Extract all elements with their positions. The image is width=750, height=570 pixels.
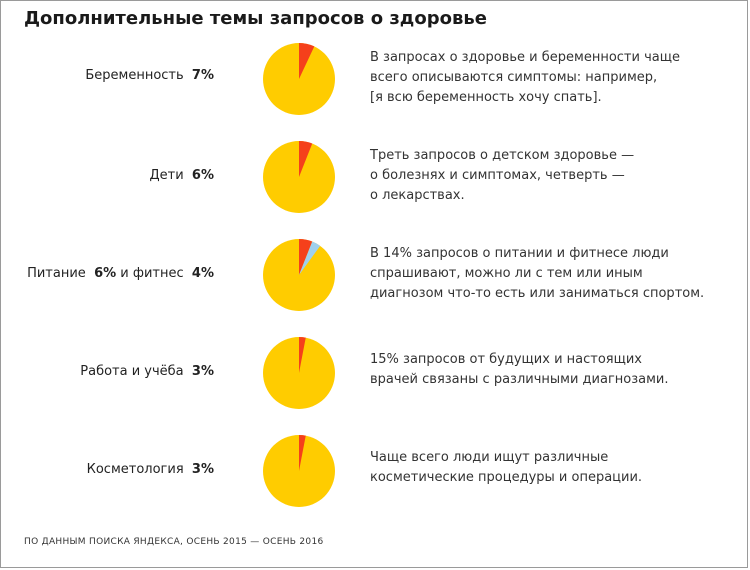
row-children: Дети 6% Треть запросов о детском здоровь… <box>0 130 748 222</box>
topic-name: Косметология <box>86 462 184 477</box>
topic-percent: 6% <box>191 168 214 183</box>
chart-title: Дополнительные темы запросов о здоровье <box>24 8 487 29</box>
description-line: 15% запросов от будущих и настоящих <box>370 352 643 367</box>
description-children: Треть запросов о детском здоровье — о бо… <box>370 146 730 206</box>
description-line: всего описываются симптомы: например, <box>370 70 658 85</box>
topic-percent: 3% <box>191 462 214 477</box>
topic-name-secondary: и фитнес <box>120 266 184 281</box>
row-work-study: Работа и учёба 3% 15% запросов от будущи… <box>0 326 748 418</box>
topic-name: Работа и учёба <box>80 364 184 379</box>
description-line: спрашивают, можно ли с тем или иным <box>370 266 643 281</box>
pie-slice-primary <box>299 337 306 373</box>
row-pregnancy: Беременность 7% В запросах о здоровье и … <box>0 32 748 124</box>
description-line: о лекарствах. <box>370 188 465 203</box>
row-cosmetology: Косметология 3% Чаще всего люди ищут раз… <box>0 424 748 516</box>
row-label: Питание 6% и фитнес 4% <box>4 266 214 281</box>
description-line: врачей связаны с различными диагнозами. <box>370 372 669 387</box>
row-label: Дети 6% <box>4 168 214 183</box>
pie-work-study <box>263 337 335 409</box>
description-line: В 14% запросов о питании и фитнесе люди <box>370 246 669 261</box>
pie-children <box>263 141 335 213</box>
description-line: Треть запросов о детском здоровье — <box>370 148 635 163</box>
pie-slice-secondary <box>299 241 321 275</box>
topic-name: Питание <box>27 266 86 281</box>
description-line: косметические процедуры и операции. <box>370 470 643 485</box>
description-line: [я всю беременность хочу спать]. <box>370 90 602 105</box>
pie-slice-primary <box>299 43 315 79</box>
topic-percent: 6% <box>94 266 117 281</box>
pie-slice-primary <box>299 141 313 177</box>
topic-percent-secondary: 4% <box>191 266 214 281</box>
description-pregnancy: В запросах о здоровье и беременности чащ… <box>370 48 730 108</box>
description-nutrition-fitness: В 14% запросов о питании и фитнесе люди … <box>370 244 730 304</box>
pie-slice-primary <box>299 435 306 471</box>
row-nutrition-fitness: Питание 6% и фитнес 4% В 14% запросов о … <box>0 228 748 320</box>
pie-slice-primary <box>299 239 313 275</box>
pie-pregnancy <box>263 43 335 115</box>
topic-name: Дети <box>149 168 184 183</box>
description-line: о болезнях и симптомах, четверть — <box>370 168 625 183</box>
row-label: Работа и учёба 3% <box>4 364 214 379</box>
description-work-study: 15% запросов от будущих и настоящих врач… <box>370 350 730 390</box>
topic-name: Беременность <box>85 68 184 83</box>
pie-cosmetology <box>263 435 335 507</box>
source-note: ПО ДАННЫМ ПОИСКА ЯНДЕКСА, ОСЕНЬ 2015 — О… <box>24 537 324 547</box>
topic-percent: 3% <box>191 364 214 379</box>
description-line: Чаще всего люди ищут различные <box>370 450 609 465</box>
pie-nutrition-fitness <box>263 239 335 311</box>
description-line: В запросах о здоровье и беременности чащ… <box>370 50 680 65</box>
description-cosmetology: Чаще всего люди ищут различные косметиче… <box>370 448 730 488</box>
topic-percent: 7% <box>191 68 214 83</box>
row-label: Косметология 3% <box>4 462 214 477</box>
row-label: Беременность 7% <box>4 68 214 83</box>
description-line: диагнозом что-то есть или заниматься спо… <box>370 286 705 301</box>
